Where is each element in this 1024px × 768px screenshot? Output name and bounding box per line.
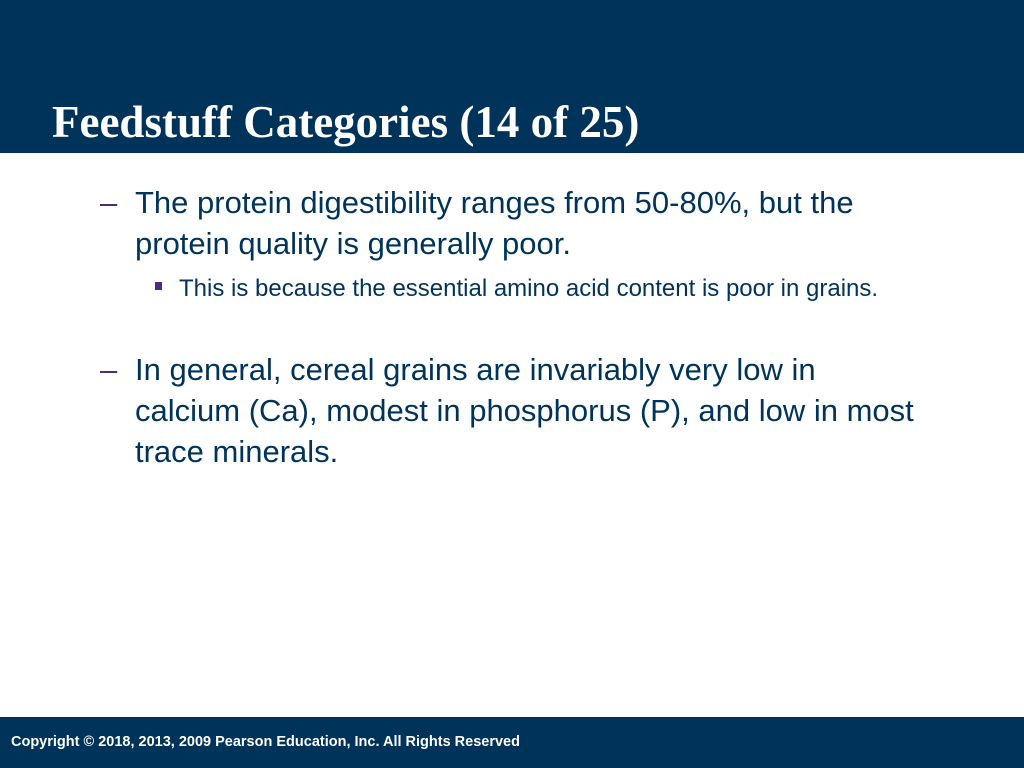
copyright-notice: Copyright © 2018, 2013, 2009 Pearson Edu… bbox=[11, 734, 520, 750]
bullet-text: In general, cereal grains are invariably… bbox=[135, 352, 914, 469]
sub-bullet-text: This is because the essential amino acid… bbox=[179, 275, 879, 302]
bullet-item-1: – The protein digestibility ranges from … bbox=[100, 182, 920, 264]
sub-bullet-item-1: This is because the essential amino acid… bbox=[155, 272, 925, 306]
dash-bullet-icon: – bbox=[100, 185, 118, 220]
slide-header: Feedstuff Categories (14 of 25) bbox=[0, 0, 1024, 153]
bullet-text: The protein digestibility ranges from 50… bbox=[135, 185, 854, 261]
slide-title: Feedstuff Categories (14 of 25) bbox=[52, 97, 640, 147]
square-bullet-icon bbox=[155, 282, 162, 290]
dash-bullet-icon: – bbox=[100, 352, 118, 387]
slide-footer: Copyright © 2018, 2013, 2009 Pearson Edu… bbox=[0, 717, 1024, 768]
bullet-item-2: – In general, cereal grains are invariab… bbox=[100, 349, 920, 472]
